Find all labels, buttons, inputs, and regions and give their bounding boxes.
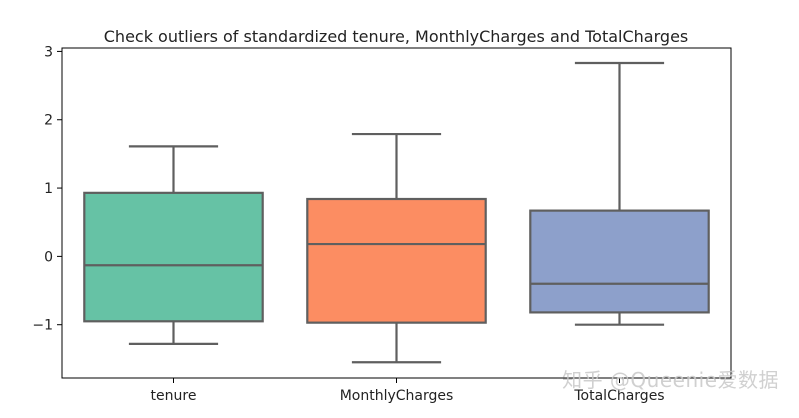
box-iqr bbox=[529, 209, 710, 314]
y-tick-label: 2 bbox=[44, 113, 53, 129]
y-tick-label: 1 bbox=[44, 181, 53, 197]
box-group-TotalCharges bbox=[529, 61, 710, 326]
x-tick-label: tenure bbox=[151, 388, 197, 404]
y-tick-label: −1 bbox=[32, 318, 53, 334]
y-tick-label: 0 bbox=[44, 249, 53, 265]
box-group-MonthlyCharges bbox=[306, 132, 487, 364]
x-tick-label: TotalCharges bbox=[573, 388, 664, 404]
x-tick-label: MonthlyCharges bbox=[340, 388, 454, 404]
watermark-text: 知乎 @Queenie爱数据 bbox=[562, 368, 779, 392]
box-iqr bbox=[306, 197, 487, 324]
box-iqr bbox=[83, 191, 264, 323]
chart-title: Check outliers of standardized tenure, M… bbox=[104, 27, 689, 46]
y-tick-label: 3 bbox=[44, 44, 53, 60]
box-group-tenure bbox=[83, 145, 264, 345]
